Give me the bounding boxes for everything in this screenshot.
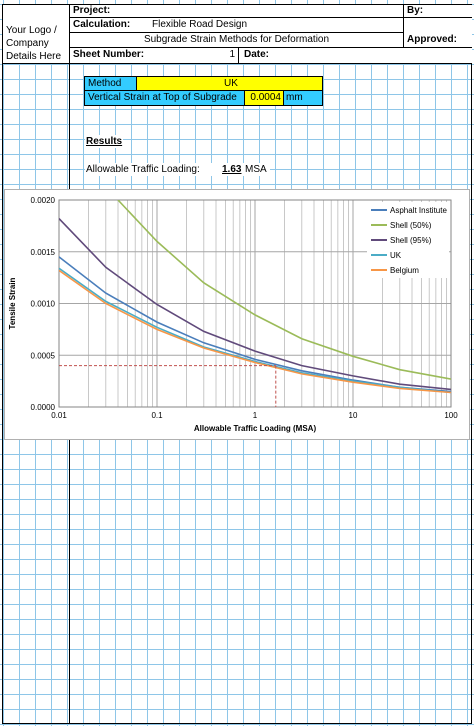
method-label: Method — [84, 76, 137, 91]
legend-label: Shell (50%) — [390, 221, 432, 230]
x-tick-label: 1 — [253, 411, 258, 420]
traffic-value: 1.63 — [222, 164, 242, 175]
logo-area — [3, 5, 69, 63]
project-row — [70, 5, 403, 17]
calculation-value[interactable]: Flexible Road Design — [152, 19, 248, 30]
by-label: By: — [407, 5, 424, 16]
header-line-2 — [69, 32, 403, 33]
y-axis-title: Tensile Strain — [8, 277, 17, 329]
x-axis-title: Allowable Traffic Loading (MSA) — [194, 424, 317, 433]
sheet-date-divider — [238, 48, 239, 63]
calculation-row — [70, 18, 403, 32]
y-tick-label: 0.0020 — [31, 196, 56, 205]
sheet-number-value[interactable]: 1 — [229, 49, 235, 60]
legend-label: Asphalt Institute — [390, 206, 447, 215]
y-tick-label: 0.0015 — [31, 248, 56, 257]
header-bottom-line — [2, 63, 472, 64]
subtitle-row — [70, 33, 403, 47]
x-tick-label: 0.01 — [51, 411, 67, 420]
legend-label: UK — [390, 251, 402, 260]
strain-chart: 0.0000 0.0005 0.0010 0.0015 0.0020 0.01 0.1 1 10… — [4, 189, 470, 440]
project-label: Project: — [73, 5, 111, 16]
traffic-label: Allowable Traffic Loading: — [86, 164, 200, 175]
series-line-uk — [59, 267, 451, 394]
y-tick-label: 0.0000 — [31, 403, 56, 412]
y-tick-label: 0.0010 — [31, 300, 56, 309]
x-tick-label: 0.1 — [151, 411, 163, 420]
approved-area — [404, 18, 472, 47]
legend-label: Shell (95%) — [390, 236, 432, 245]
by-area — [404, 5, 472, 17]
sheet-row — [70, 48, 472, 63]
traffic-unit: MSA — [245, 164, 267, 175]
header-line-3 — [69, 47, 472, 48]
method-select[interactable]: UK — [136, 76, 323, 91]
date-label: Date: — [244, 49, 270, 60]
sheet-number-label: Sheet Number: — [73, 49, 145, 60]
x-tick-label: 100 — [444, 411, 458, 420]
strain-input[interactable]: 0.0004 — [244, 90, 284, 106]
right-column-divider — [403, 4, 404, 64]
series-line-belgium — [59, 269, 451, 394]
results-heading: Results — [86, 136, 123, 147]
x-tick-label: 10 — [349, 411, 358, 420]
logo-text: Your Logo / Company Details Here — [6, 25, 62, 62]
legend-label: Belgium — [390, 266, 419, 275]
strain-label: Vertical Strain at Top of Subgrade — [84, 90, 245, 106]
chart-svg: 0.0000 0.0005 0.0010 0.0015 0.0020 0.01 0.1 1 10… — [8, 196, 458, 433]
y-tick-label: 0.0005 — [31, 351, 56, 360]
subtitle[interactable]: Subgrade Strain Methods for Deformation — [143, 34, 330, 45]
approved-label: Approved: — [407, 34, 457, 45]
sheet-frame — [2, 4, 472, 724]
series-line-shell-50- — [117, 200, 451, 380]
results-row-bg — [85, 163, 270, 176]
results-heading-bg — [85, 135, 123, 148]
header-line-1 — [69, 17, 472, 18]
series-line-shell-95- — [59, 218, 451, 391]
calculation-label: Calculation: — [73, 19, 131, 30]
plot-border — [58, 199, 452, 408]
strain-unit: mm — [283, 90, 323, 106]
